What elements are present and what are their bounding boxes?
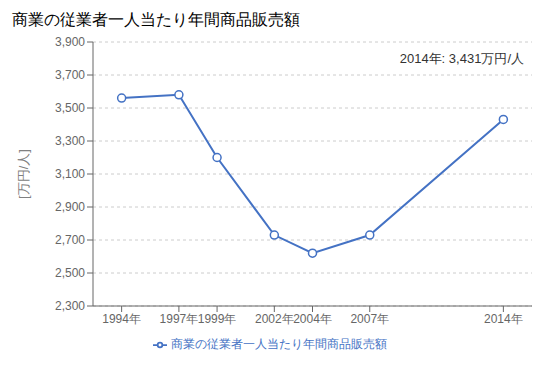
svg-text:3,700: 3,700 [55,68,85,82]
svg-text:2002年: 2002年 [255,312,294,326]
svg-text:2007年: 2007年 [350,312,389,326]
svg-text:2,900: 2,900 [55,200,85,214]
svg-text:2,300: 2,300 [55,299,85,313]
svg-text:3,300: 3,300 [55,134,85,148]
svg-text:2004年: 2004年 [293,312,332,326]
html-text:商業の従業者一人当たり年間商品販売額: 商業の従業者一人当たり年間商品販売額 [171,337,387,351]
svg-text:3,900: 3,900 [55,35,85,49]
svg-text:1997年: 1997年 [160,312,199,326]
svg-text:1994年: 1994年 [102,312,141,326]
html-text:商業の従業者一人当たり年間商品販売額: 商業の従業者一人当たり年間商品販売額 [12,11,300,28]
svg-text:[万円/人]: [万円/人] [16,149,31,199]
html-text:2014年: 3,431万円/人: 2014年: 3,431万円/人 [399,51,524,66]
svg-text:1999年: 1999年 [198,312,237,326]
svg-text:2,700: 2,700 [55,233,85,247]
svg-text:2014年: 2014年 [484,312,523,326]
svg-text:3,500: 3,500 [55,101,85,115]
svg-text:2,500: 2,500 [55,266,85,280]
svg-text:3,100: 3,100 [55,167,85,181]
